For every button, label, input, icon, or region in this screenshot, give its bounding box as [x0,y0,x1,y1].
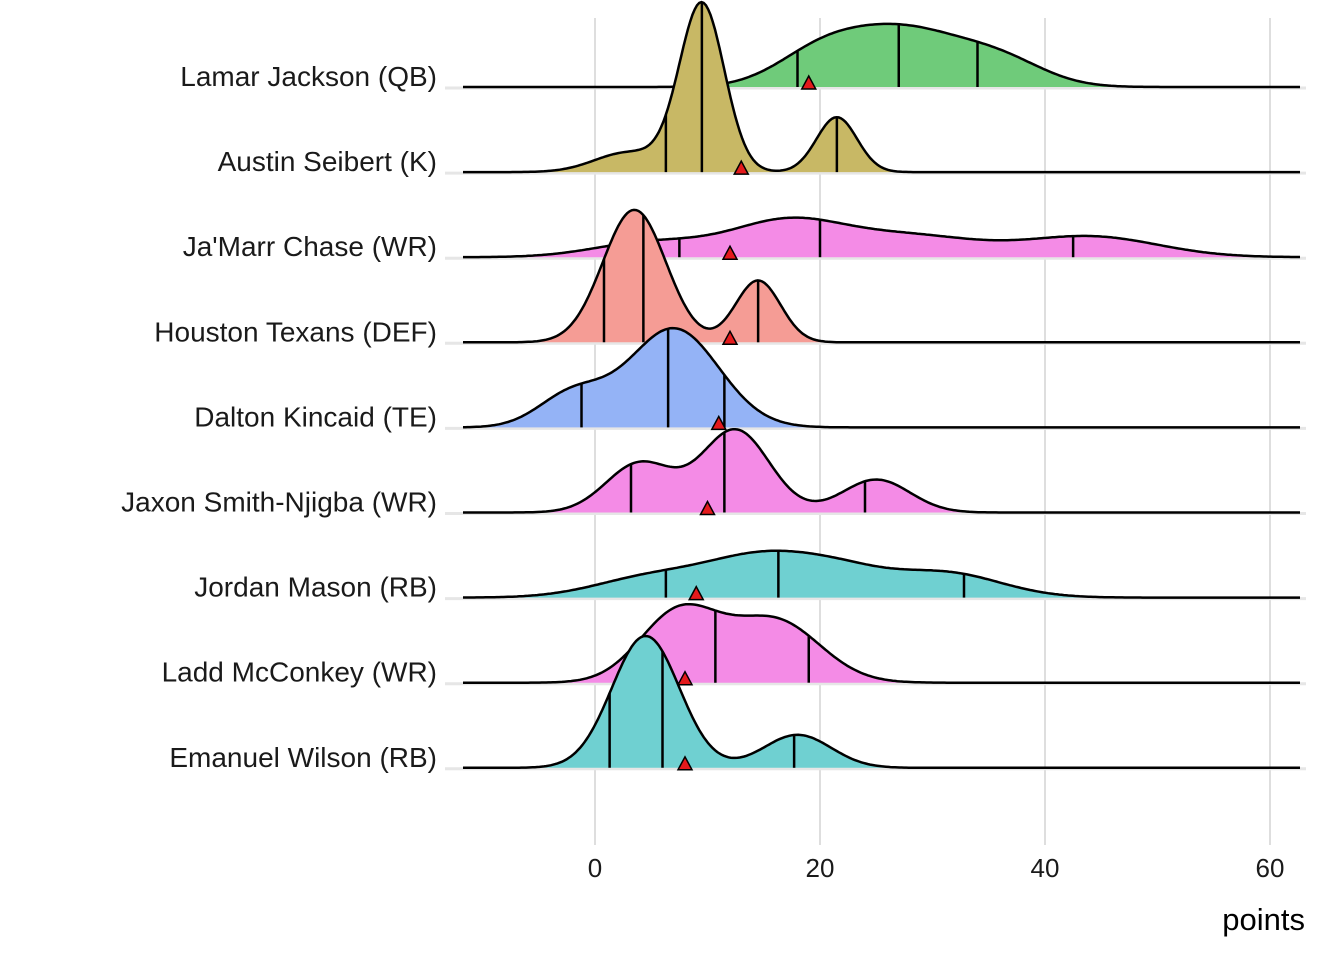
ridge-outline [463,427,1300,514]
y-tick-label: Austin Seibert (K) [218,146,437,177]
ridge-outline [463,22,1300,89]
x-tick-label: 40 [1031,853,1060,883]
mean-marker [721,244,739,260]
ridge [463,216,1300,260]
ridge [463,602,1300,686]
ridge-outline [463,549,1300,599]
ridge [463,549,1300,601]
ridges [463,0,1300,771]
ridge [463,427,1300,516]
mean-marker [676,755,694,771]
ridge [463,22,1300,90]
x-tick-label: 20 [806,853,835,883]
y-axis-labels: Lamar Jackson (QB) Austin Seibert (K) Ja'M… [121,61,437,773]
mean-marker [699,499,716,516]
ridge-fill [463,23,1300,87]
y-tick-label: Lamar Jackson (QB) [180,61,437,92]
x-tick-label: 60 [1256,853,1285,883]
ridge-outline [463,634,1300,770]
y-tick-label: Houston Texans (DEF) [154,316,437,347]
y-tick-label: Jaxon Smith-Njigba (WR) [121,487,437,518]
y-tick-label: Dalton Kincaid (TE) [194,401,437,432]
ridge-outline [463,208,1300,344]
ridge-outline [463,216,1300,259]
x-axis-title: points [1222,902,1305,937]
y-tick-label: Ja'Marr Chase (WR) [183,231,437,262]
ridge [463,208,1300,346]
ridge-outline [463,326,1300,429]
ridge [463,0,1300,175]
ridge-fill [463,217,1300,258]
ridge-fill [463,328,1300,428]
y-tick-label: Jordan Mason (RB) [194,572,437,603]
y-tick-label: Emanuel Wilson (RB) [169,742,437,773]
ridge-fill [463,604,1300,683]
x-axis-ticks: 0 20 40 60 [588,853,1285,883]
ridge-fill [463,550,1300,598]
ridge [463,634,1300,771]
ridge-outline [463,0,1300,174]
x-tick-label: 0 [588,853,602,883]
ridge-fill [463,429,1300,513]
mean-marker [710,414,728,431]
ridge-fill [463,2,1300,173]
mean-marker [687,585,705,601]
ridge [463,326,1300,431]
mean-marker [676,670,694,686]
mean-marker [732,159,750,175]
ridge-outline [463,602,1300,684]
mean-marker [721,329,739,346]
ridge-fill [463,209,1300,343]
ridge-fill [463,636,1300,768]
mean-marker [800,74,818,90]
y-tick-label: Ladd McConkey (WR) [162,657,437,688]
